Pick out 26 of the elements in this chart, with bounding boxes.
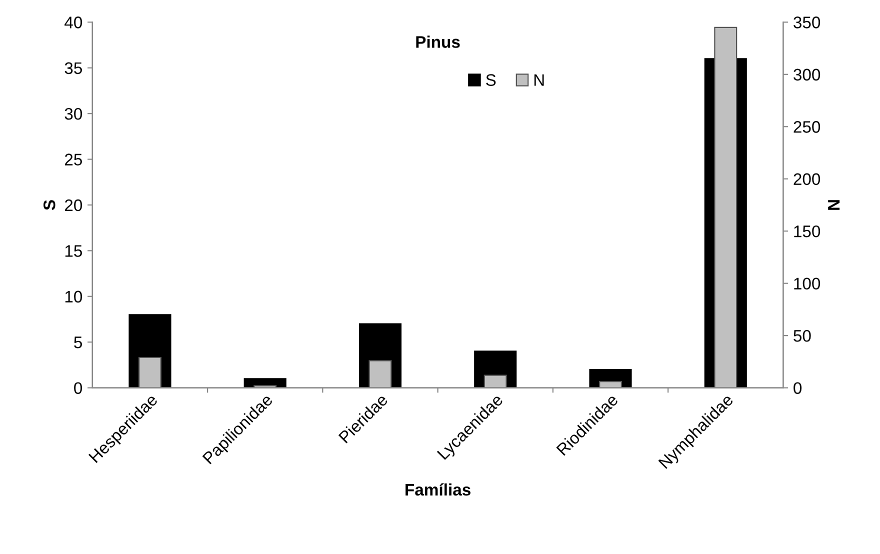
y-tick-label: 35 — [64, 62, 82, 74]
y2-tick-label: 200 — [794, 173, 820, 186]
y2-tick-label: 350 — [794, 16, 820, 28]
y-tick-label: 15 — [65, 245, 82, 257]
y2-tick-label: 100 — [794, 278, 820, 290]
y2-tick-label: 0 — [794, 382, 802, 394]
bar — [484, 374, 507, 388]
bar — [138, 356, 162, 388]
legend-label: N — [534, 74, 544, 86]
y2-tick-label: 300 — [794, 68, 820, 81]
y-tick-label: 25 — [64, 154, 82, 166]
y-tick-label: 0 — [74, 382, 82, 394]
y-tick-label: 20 — [64, 199, 82, 212]
x-axis-title: Famílias — [406, 483, 470, 496]
y2-axis-title: N — [828, 200, 840, 210]
y-tick-label: 40 — [64, 16, 82, 28]
y2-tick-label: 50 — [794, 330, 811, 342]
y-axis-title: S — [43, 200, 56, 210]
bar — [368, 360, 392, 388]
y-tick-label: 5 — [74, 336, 82, 348]
text: Pinus — [416, 36, 460, 48]
y-tick-label: 10 — [65, 290, 82, 303]
y-tick-label: 30 — [64, 108, 82, 120]
y2-tick-label: 150 — [794, 226, 820, 238]
y2-tick-label: 250 — [794, 121, 820, 133]
legend-label: S — [486, 74, 496, 86]
